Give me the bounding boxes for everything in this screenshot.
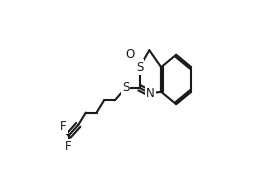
Text: S: S [136, 61, 143, 74]
Text: S: S [122, 81, 129, 94]
Text: F: F [60, 120, 67, 133]
Text: O: O [125, 48, 135, 61]
Text: F: F [65, 140, 72, 153]
Text: N: N [146, 87, 155, 100]
